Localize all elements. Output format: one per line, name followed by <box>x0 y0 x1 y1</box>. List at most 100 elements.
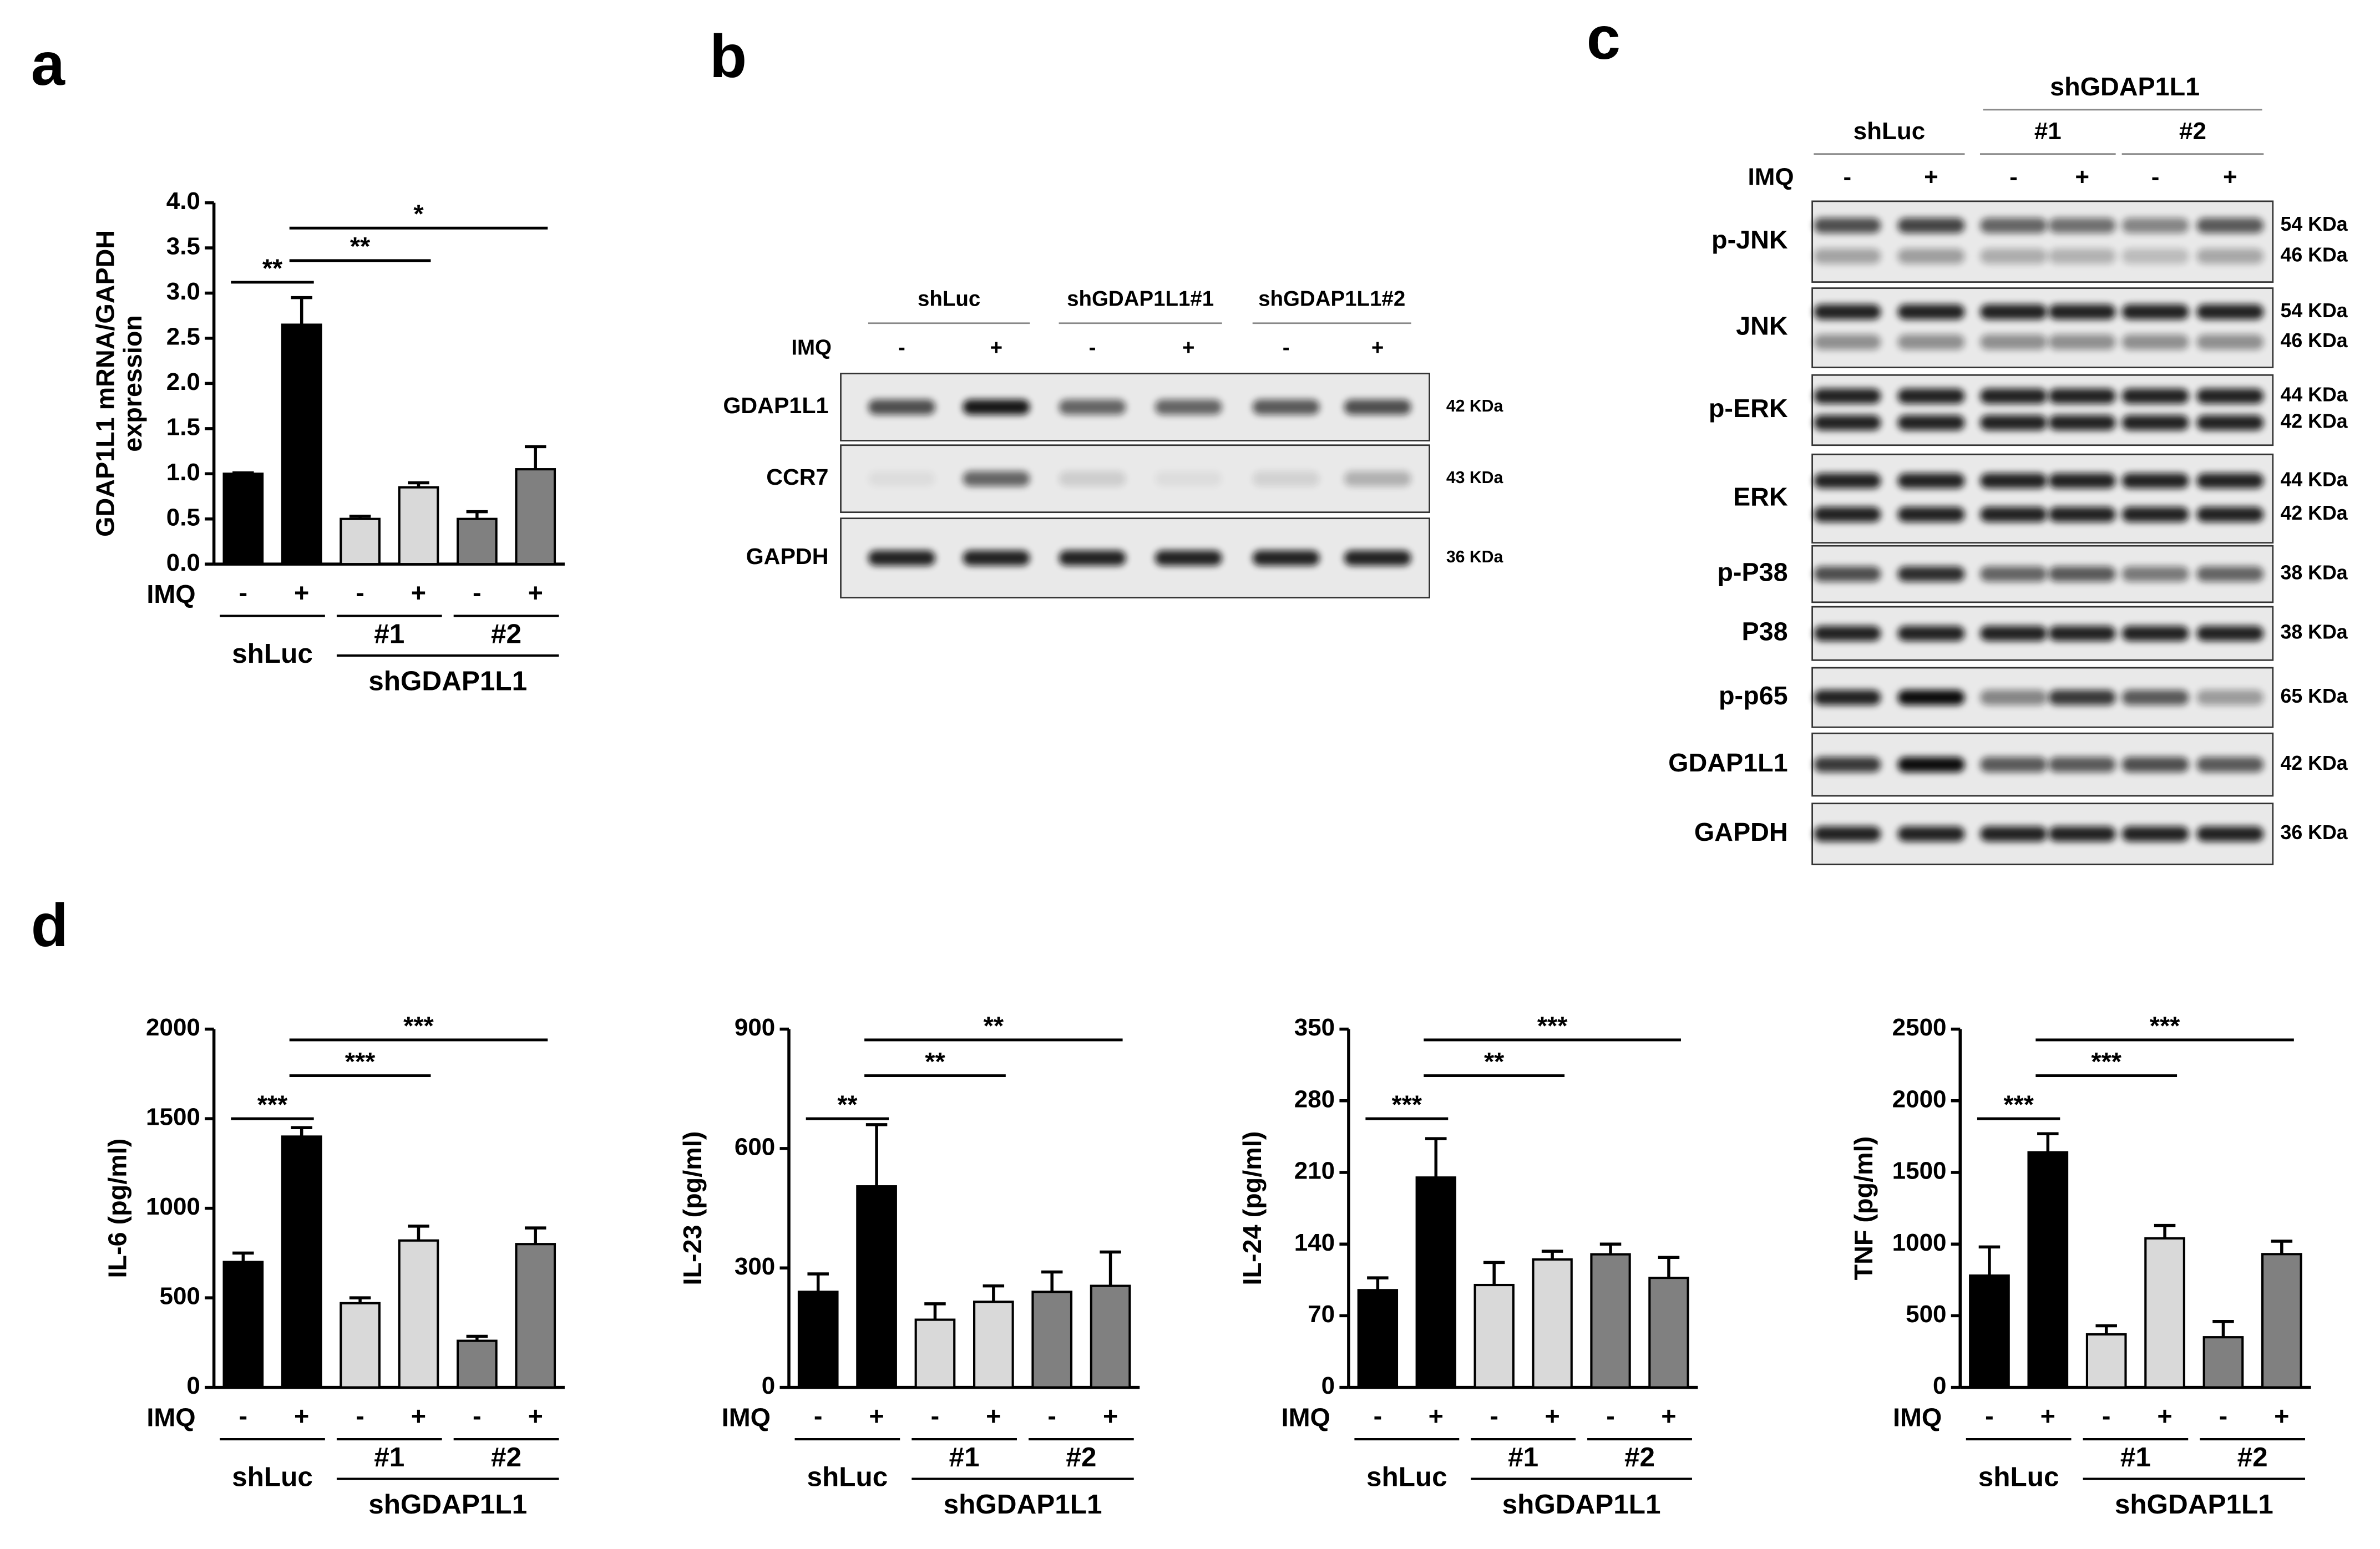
bar <box>398 486 439 566</box>
blot-band <box>2121 626 2189 641</box>
blot-size-label: 65 KDa <box>2281 685 2348 707</box>
blot-band <box>2196 248 2264 264</box>
blot-lane-sign: - <box>2009 163 2018 190</box>
blot-band <box>1897 388 1965 404</box>
blot-group-label: #2 <box>2179 118 2206 145</box>
y-axis-label: IL-6 (pg/ml) <box>103 1139 132 1278</box>
blot-band <box>2121 756 2189 773</box>
blot-band <box>1814 248 1881 264</box>
significance-label: * <box>413 200 424 228</box>
significance-label: *** <box>2091 1047 2121 1076</box>
blot-band <box>1252 471 1320 486</box>
blot-size-label: 46 KDa <box>2281 243 2348 266</box>
significance-label: ** <box>925 1047 945 1076</box>
blot-band <box>2196 506 2264 522</box>
y-axis-label: IL-24 (pg/ml) <box>1238 1131 1267 1286</box>
x-tick-label: + <box>2157 1401 2172 1430</box>
blot-box <box>1811 374 2274 446</box>
x-tick-label: - <box>473 1401 482 1430</box>
y-tick-label: 350 <box>1294 1014 1335 1041</box>
y-axis-label: TNF (pg/ml) <box>1849 1136 1878 1281</box>
blot-protein-label: GAPDH <box>746 544 829 569</box>
y-tick-label: 3.0 <box>166 278 200 305</box>
y-tick-label: 2.0 <box>166 368 200 395</box>
group-label: #2 <box>1624 1442 1655 1472</box>
blot-size-label: 54 KDa <box>2281 213 2348 235</box>
panel-label: a <box>31 30 65 98</box>
y-tick-label: 2000 <box>146 1014 200 1041</box>
panel-label: d <box>31 891 68 959</box>
row-label: IMQ <box>146 580 195 608</box>
x-tick-label: + <box>2274 1401 2289 1430</box>
blot-box <box>1811 453 2274 544</box>
blot-size-label: 38 KDa <box>2281 561 2348 583</box>
blot-size-label: 42 KDa <box>2281 502 2348 524</box>
y-tick-label: 0 <box>186 1372 200 1399</box>
group-label: shLuc <box>232 638 313 669</box>
row-label: IMQ <box>1893 1403 1942 1432</box>
group-label: #2 <box>2237 1442 2268 1472</box>
y-axis-label: expression <box>118 315 147 452</box>
blot-band <box>1897 506 1965 522</box>
x-tick-label: - <box>1047 1401 1056 1430</box>
blot-band <box>1344 550 1411 566</box>
blot-band <box>1154 550 1222 566</box>
significance-label: *** <box>2150 1011 2180 1040</box>
blot-band <box>1252 550 1320 566</box>
blot-protein-label: GAPDH <box>1694 817 1788 846</box>
blot-band <box>1979 566 2047 582</box>
blot-lane-sign: + <box>1371 336 1384 360</box>
y-tick-label: 600 <box>735 1134 775 1161</box>
blot-band <box>1344 471 1411 486</box>
blot-band <box>1979 826 2047 842</box>
group-label: shLuc <box>1978 1462 2059 1492</box>
blot-band <box>1979 304 2047 320</box>
group-label: #1 <box>949 1442 980 1472</box>
blot-band <box>2121 388 2189 404</box>
panel-label: c <box>1587 4 1621 72</box>
blot-lane-sign: + <box>2075 163 2089 190</box>
x-tick-label: - <box>239 1401 248 1430</box>
bar <box>456 1339 498 1389</box>
x-tick-label: + <box>411 1401 426 1430</box>
blot-band <box>1979 473 2047 489</box>
x-tick-label: + <box>869 1401 884 1430</box>
blot-band <box>2121 248 2189 264</box>
blot-band <box>2048 566 2116 582</box>
y-tick-label: 0 <box>762 1372 775 1399</box>
blot-band <box>2048 826 2116 842</box>
blot-band <box>1897 304 1965 320</box>
bar <box>1357 1289 1399 1389</box>
x-tick-label: - <box>2102 1401 2111 1430</box>
y-tick-label: 2000 <box>1892 1085 1947 1113</box>
blot-band <box>2048 388 2116 404</box>
y-tick-label: 0.0 <box>166 549 200 576</box>
blot-band <box>1059 550 1126 566</box>
bar <box>797 1291 839 1389</box>
bar <box>398 1239 439 1389</box>
blot-lane-sign: + <box>1924 163 1938 190</box>
y-tick-label: 1.0 <box>166 459 200 486</box>
blot-band <box>1814 217 1881 233</box>
blot-band <box>2121 826 2189 842</box>
y-tick-label: 0 <box>1933 1372 1946 1399</box>
blot-lane-sign: + <box>1182 336 1194 360</box>
supergroup-label: shGDAP1L1 <box>2115 1489 2273 1520</box>
x-tick-label: - <box>2219 1401 2228 1430</box>
blot-band <box>1897 826 1965 842</box>
x-tick-label: - <box>1374 1401 1383 1430</box>
blot-band <box>1897 334 1965 350</box>
bar <box>222 1261 264 1389</box>
blot-size-label: 38 KDa <box>2281 621 2348 643</box>
blot-group-label: shLuc <box>1854 118 1925 145</box>
bar <box>340 1302 381 1389</box>
blot-band <box>963 399 1030 415</box>
group-label: shLuc <box>232 1462 313 1492</box>
blot-size-label: 42 KDa <box>2281 410 2348 433</box>
blot-band <box>1897 473 1965 489</box>
blot-band <box>2196 415 2264 430</box>
blot-group-label: #1 <box>2034 118 2062 145</box>
group-label: #1 <box>374 1442 404 1472</box>
group-label: shLuc <box>1366 1462 1447 1492</box>
